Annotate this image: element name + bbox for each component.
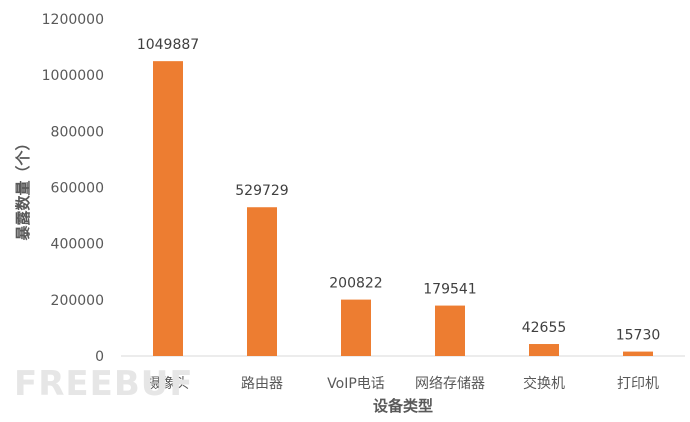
- data-label: 1049887: [137, 37, 199, 53]
- bar: [153, 61, 183, 356]
- y-tick-label: 800000: [51, 124, 104, 140]
- bar: [247, 207, 277, 356]
- x-tick-label: 打印机: [617, 375, 659, 392]
- x-tick-label: 路由器: [241, 376, 283, 392]
- bar: [341, 299, 371, 356]
- x-axis-title: 设备类型: [373, 397, 433, 415]
- y-tick-label: 600000: [51, 181, 104, 197]
- y-axis-title: 暴露数量（个）: [14, 135, 32, 240]
- y-tick-label: 1000000: [42, 68, 104, 84]
- x-tick-label: VoIP电话: [327, 376, 385, 392]
- data-label: 42655: [522, 320, 567, 336]
- x-tick-label: 交换机: [523, 375, 565, 392]
- data-label: 179541: [423, 282, 476, 298]
- y-tick-label: 200000: [51, 293, 104, 309]
- data-label: 200822: [329, 276, 382, 292]
- data-label: 15730: [616, 328, 661, 344]
- bar: [623, 351, 653, 356]
- y-tick-label: 1200000: [42, 12, 104, 28]
- y-tick-label: 400000: [51, 237, 104, 253]
- bar: [435, 305, 465, 356]
- bar: [529, 344, 559, 356]
- watermark-logo: FREEBUF: [14, 364, 194, 404]
- data-label: 529729: [235, 183, 288, 199]
- x-tick-label: 摄像头: [147, 376, 189, 392]
- y-tick-label: 0: [95, 349, 104, 365]
- x-tick-label: 网络存储器: [415, 376, 485, 392]
